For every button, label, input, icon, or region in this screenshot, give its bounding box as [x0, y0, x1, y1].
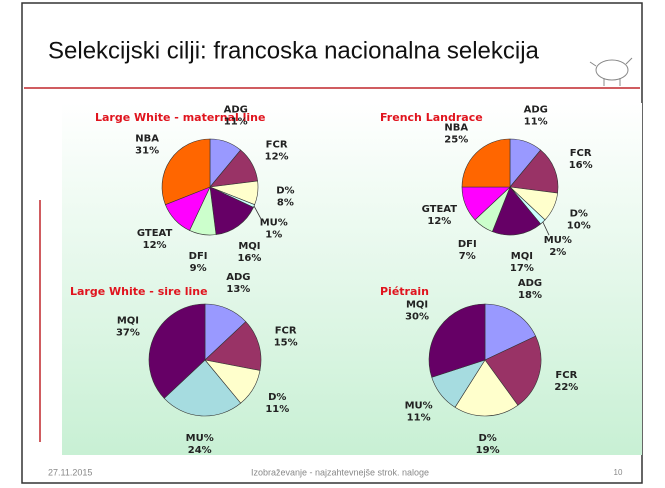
- slice-value-label: 22%: [554, 382, 578, 393]
- slice-value-label: 11%: [524, 116, 548, 127]
- slice-value-label: 7%: [459, 251, 476, 262]
- slice-label: MQI: [511, 251, 533, 262]
- pig-icon: [589, 57, 633, 86]
- slice-label: D%: [478, 433, 496, 444]
- slice-value-label: 16%: [237, 253, 261, 264]
- slice-value-label: 10%: [567, 220, 591, 231]
- slice-label: MU%: [186, 433, 214, 444]
- slice-value-label: 8%: [277, 198, 294, 209]
- slice-label: D%: [268, 392, 286, 403]
- slice-value-label: 37%: [116, 328, 140, 339]
- chart-title: Large White - maternal line: [95, 111, 265, 124]
- slide-title: Selekcijski cilji: francoska nacionalna …: [48, 37, 540, 64]
- page-number: 10: [614, 468, 623, 477]
- slice-label: DFI: [458, 239, 477, 250]
- pie-slice: [454, 359, 519, 417]
- slice-label: MQI: [406, 300, 428, 311]
- slice-value-label: 11%: [407, 412, 431, 423]
- slice-value-label: 13%: [226, 284, 250, 295]
- chart-title: French Landrace: [380, 111, 483, 124]
- slice-label: MU%: [260, 217, 288, 228]
- slice-value-label: 12%: [427, 216, 451, 227]
- slice-label: MQI: [238, 241, 260, 252]
- slice-value-label: 2%: [549, 247, 566, 258]
- pie-slice: [204, 321, 262, 371]
- slice-value-label: 16%: [569, 160, 593, 171]
- leader-line: [542, 221, 550, 236]
- slice-label: ADG: [518, 278, 542, 289]
- slice-label: MQI: [117, 316, 139, 327]
- slice-value-label: 25%: [444, 134, 468, 145]
- slice-value-label: 11%: [224, 116, 248, 127]
- leader-line: [253, 205, 263, 221]
- slice-value-label: 12%: [143, 240, 167, 251]
- slice-value-label: 1%: [265, 229, 282, 240]
- pie-slice: [484, 335, 542, 406]
- slice-label: D%: [276, 186, 294, 197]
- slice-value-label: 18%: [518, 290, 542, 301]
- chart-title: Piétrain: [380, 285, 429, 298]
- slice-label: D%: [570, 208, 588, 219]
- pie-slice: [461, 138, 511, 188]
- slice-label: FCR: [555, 370, 577, 381]
- slice-value-label: 17%: [510, 263, 534, 274]
- slice-value-label: 24%: [188, 445, 212, 456]
- slice-label: NBA: [135, 133, 159, 144]
- slice-label: DFI: [189, 251, 208, 262]
- pie-slice: [209, 186, 254, 235]
- slice-value-label: 12%: [265, 151, 289, 162]
- slice-label: ADG: [524, 104, 548, 115]
- slice-label: MU%: [544, 235, 572, 246]
- chart-title: Large White - sire line: [70, 285, 208, 298]
- slice-value-label: 31%: [135, 145, 159, 156]
- pie-slice: [484, 303, 537, 361]
- footer-date: 27.11.2015: [48, 467, 92, 477]
- pie-slice: [509, 149, 559, 194]
- slice-value-label: 11%: [265, 404, 289, 415]
- pie-slice: [148, 303, 206, 399]
- slice-label: GTEAT: [422, 204, 458, 215]
- slice-label: FCR: [266, 139, 288, 150]
- slice-label: FCR: [570, 148, 592, 159]
- slice-label: MU%: [405, 400, 433, 411]
- slice-value-label: 30%: [405, 312, 429, 323]
- pie-slice: [163, 359, 242, 417]
- slice-label: GTEAT: [137, 228, 173, 239]
- slice-value-label: 19%: [476, 445, 500, 456]
- slice-label: NBA: [444, 122, 468, 133]
- slice-value-label: 15%: [274, 338, 298, 349]
- pie-slice: [428, 303, 486, 378]
- slice-label: FCR: [275, 326, 297, 337]
- slice-label: ADG: [224, 104, 248, 115]
- slice-value-label: 9%: [190, 263, 207, 274]
- pie-slice: [491, 186, 542, 236]
- pie-slice: [161, 138, 211, 206]
- footer-text: Izobraževanje - najzahtevnejše strok. na…: [251, 467, 429, 477]
- slice-label: ADG: [226, 272, 250, 283]
